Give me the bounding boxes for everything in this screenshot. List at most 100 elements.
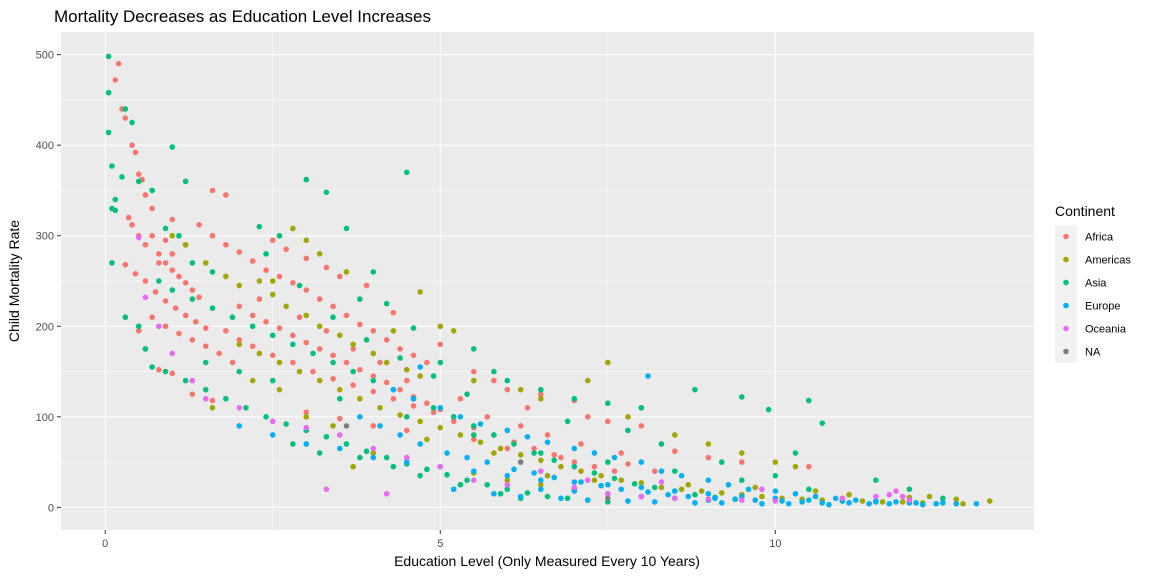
data-point-africa — [558, 454, 564, 461]
data-point-americas — [276, 386, 283, 393]
data-point-europe — [745, 486, 752, 493]
data-point-europe — [491, 490, 497, 497]
data-point-europe — [672, 488, 678, 494]
data-point-asia — [450, 414, 457, 420]
data-point-americas — [283, 303, 289, 310]
data-point-europe — [678, 472, 685, 479]
data-point-europe — [591, 450, 598, 456]
data-point-americas — [879, 499, 886, 505]
data-point-africa — [176, 273, 182, 280]
data-point-africa — [350, 382, 356, 388]
data-point-africa — [142, 192, 149, 198]
data-point-africa — [410, 403, 417, 409]
data-point-africa — [430, 409, 437, 416]
data-point-asia — [819, 420, 826, 426]
data-point-asia — [156, 278, 162, 284]
data-point-americas — [350, 463, 356, 470]
data-point-asia — [189, 296, 196, 302]
data-point-asia — [397, 355, 403, 361]
data-point-americas — [638, 480, 645, 486]
data-point-oceania — [605, 490, 611, 497]
data-point-asia — [564, 495, 571, 502]
data-point-europe — [873, 498, 879, 504]
data-point-americas — [658, 484, 665, 491]
data-point-oceania — [236, 404, 243, 411]
data-point-europe — [598, 482, 604, 489]
data-point-africa — [125, 214, 132, 221]
data-point-africa — [397, 386, 403, 393]
chart-title: Mortality Decreases as Education Level I… — [54, 7, 431, 26]
data-point-europe — [571, 479, 578, 485]
legend-swatch-asia — [1063, 279, 1069, 286]
legend-swatch-na — [1063, 348, 1069, 355]
data-point-europe — [390, 386, 397, 393]
data-point-asia — [276, 232, 283, 239]
data-point-americas — [417, 373, 423, 379]
data-point-oceania — [169, 350, 176, 357]
data-point-asia — [739, 394, 745, 400]
data-point-asia — [906, 486, 913, 493]
data-point-americas — [759, 493, 765, 500]
data-point-asia — [303, 176, 310, 183]
data-point-africa — [524, 404, 531, 411]
data-point-americas — [390, 328, 397, 334]
data-point-europe — [785, 500, 792, 507]
data-point-africa — [209, 397, 216, 404]
data-point-americas — [256, 350, 263, 357]
data-point-europe — [618, 486, 625, 493]
data-point-europe — [718, 500, 725, 506]
data-point-africa — [263, 318, 269, 325]
data-point-europe — [792, 490, 799, 497]
data-point-africa — [263, 267, 269, 273]
data-point-europe — [584, 497, 591, 503]
data-point-africa — [350, 346, 356, 352]
data-point-africa — [290, 359, 296, 366]
data-point-africa — [651, 468, 658, 474]
data-point-americas — [403, 366, 410, 373]
data-point-africa — [504, 445, 511, 452]
data-point-africa — [162, 237, 169, 244]
data-point-americas — [182, 241, 189, 248]
data-point-asia — [497, 490, 504, 497]
data-point-africa — [132, 270, 139, 277]
data-point-africa — [390, 395, 397, 402]
data-point-asia — [605, 459, 611, 465]
data-point-asia — [330, 314, 336, 321]
data-point-asia — [470, 346, 477, 352]
data-point-europe — [450, 486, 457, 493]
y-tick-label: 0 — [48, 502, 54, 514]
data-point-asia — [457, 481, 464, 488]
data-point-europe — [712, 495, 718, 502]
data-point-europe — [725, 481, 732, 488]
data-point-americas — [477, 439, 484, 445]
data-point-asia — [169, 144, 176, 150]
data-point-americas — [812, 488, 819, 494]
data-point-asia — [792, 450, 799, 456]
legend-swatch-europe — [1063, 302, 1069, 309]
data-point-europe — [799, 499, 805, 505]
data-point-asia — [424, 466, 430, 473]
data-point-asia — [256, 223, 263, 230]
data-point-americas — [899, 499, 906, 505]
data-point-europe — [517, 493, 524, 500]
data-point-europe — [537, 477, 544, 484]
data-point-africa — [223, 241, 229, 248]
data-point-europe — [772, 488, 779, 494]
data-point-africa — [330, 375, 336, 382]
data-point-africa — [370, 328, 377, 334]
data-point-asia — [343, 225, 350, 232]
data-point-americas — [209, 404, 216, 411]
data-point-asia — [149, 187, 155, 194]
data-point-oceania — [142, 294, 149, 301]
data-point-asia — [718, 459, 725, 465]
data-point-africa — [182, 280, 189, 286]
data-point-africa — [152, 289, 159, 295]
data-point-americas — [350, 341, 356, 348]
data-point-africa — [229, 359, 236, 366]
data-point-oceania — [403, 454, 410, 461]
data-point-americas — [591, 477, 598, 484]
data-point-asia — [692, 491, 698, 498]
data-point-oceania — [584, 477, 591, 484]
data-point-asia — [162, 225, 169, 232]
